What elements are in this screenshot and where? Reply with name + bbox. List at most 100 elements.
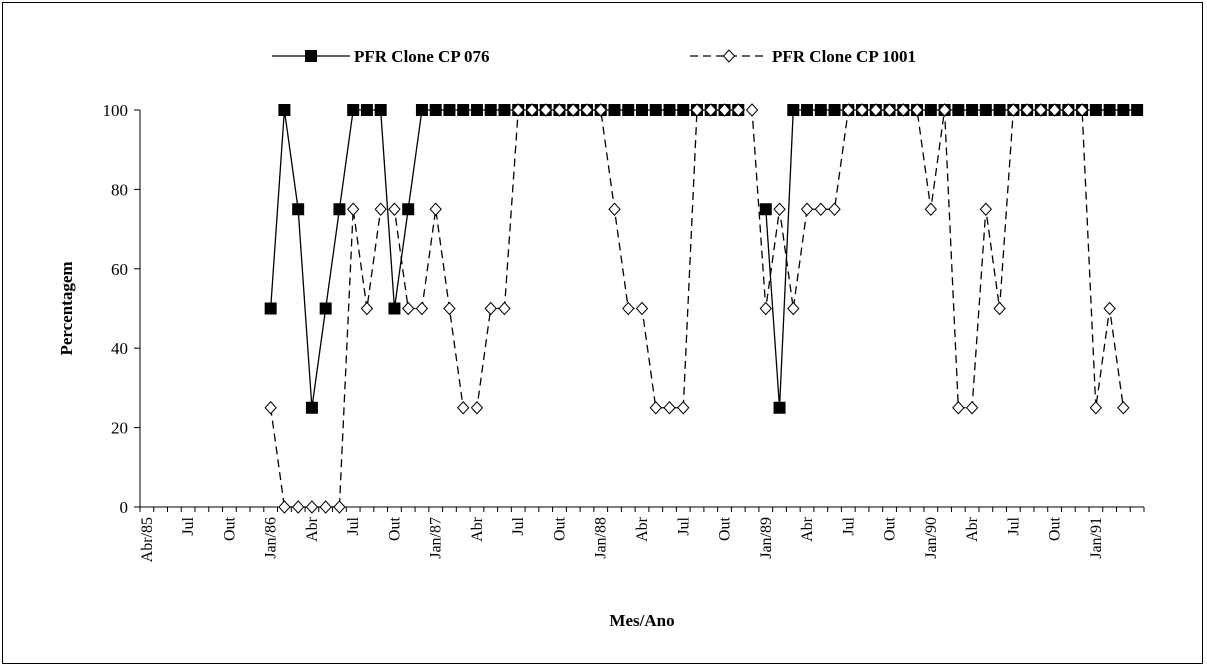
data-point	[388, 202, 401, 216]
data-point	[498, 104, 511, 116]
data-point	[443, 104, 456, 116]
legend-label-cp076: PFR Clone CP 076	[354, 47, 490, 66]
data-point	[979, 202, 993, 216]
x-tick-label: Jul	[840, 516, 857, 535]
x-tick-label: Jan/90	[923, 517, 940, 559]
data-point	[264, 401, 277, 415]
data-point	[429, 104, 442, 116]
legend-label-cp1001: PFR Clone CP 1001	[772, 47, 916, 66]
series-cp076	[264, 104, 1144, 414]
data-point	[346, 202, 360, 216]
x-tick-label: Jul	[675, 516, 692, 535]
x-axis-label: Mes/Ano	[609, 611, 674, 630]
data-point	[1048, 103, 1061, 117]
x-tick-label: Out	[221, 516, 238, 541]
data-point	[883, 103, 896, 117]
data-point	[470, 104, 483, 116]
data-point	[855, 103, 869, 117]
data-point	[622, 301, 635, 316]
data-point	[704, 103, 717, 117]
data-point	[278, 500, 291, 514]
x-tick-label: Jan/86	[263, 517, 280, 559]
data-point	[539, 103, 552, 117]
data-point	[801, 104, 814, 116]
data-point	[319, 302, 332, 315]
data-point	[966, 104, 979, 116]
data-point	[374, 202, 387, 216]
y-tick-label: 80	[111, 180, 128, 199]
data-point	[924, 104, 937, 116]
data-point	[333, 203, 346, 216]
legend: PFR Clone CP 076 PFR Clone CP 1001	[272, 47, 916, 66]
data-point	[553, 103, 566, 117]
data-point	[305, 401, 318, 414]
data-point	[347, 104, 360, 116]
data-point	[979, 104, 992, 116]
data-point	[787, 301, 800, 316]
series-line	[270, 109, 739, 408]
data-point	[622, 104, 635, 116]
data-point	[814, 104, 827, 116]
data-point	[594, 103, 607, 117]
data-point	[635, 301, 649, 316]
data-point	[938, 103, 951, 117]
legend-marker-cp076	[305, 50, 317, 62]
x-tick-label: Out	[882, 516, 899, 541]
data-point	[649, 104, 662, 116]
data-point	[663, 104, 676, 116]
data-point	[1117, 104, 1130, 116]
data-point	[415, 301, 429, 316]
data-point	[745, 103, 759, 117]
data-point	[759, 203, 772, 216]
x-tick-label: Jan/89	[758, 517, 775, 559]
series-layer	[264, 103, 1144, 514]
data-point	[512, 103, 525, 117]
data-point	[305, 500, 319, 514]
data-point	[842, 103, 855, 117]
legend-item-cp1001: PFR Clone CP 1001	[690, 47, 916, 66]
data-point	[1103, 301, 1116, 316]
data-point	[1062, 103, 1075, 117]
data-point	[869, 103, 882, 117]
data-point	[567, 103, 580, 117]
legend-marker-cp1001	[722, 49, 736, 63]
x-axis-ticks: Abr/85 Jul Out Jan/86 Abr Jul Out Jan/87 Abr Jul O…	[139, 507, 1145, 562]
data-point	[800, 202, 814, 216]
data-point	[924, 202, 938, 216]
data-point	[773, 202, 786, 216]
y-tick-label: 60	[111, 260, 128, 279]
data-point	[677, 401, 690, 415]
x-tick-label: Abr/85	[139, 517, 156, 562]
data-point	[498, 301, 511, 316]
x-tick-label: Jul	[345, 516, 362, 535]
data-point	[759, 301, 772, 316]
x-tick-label: Jan/88	[593, 517, 610, 559]
data-point	[484, 301, 497, 316]
data-point	[732, 103, 745, 117]
x-tick-label: Abr	[469, 516, 486, 542]
data-point	[1034, 103, 1048, 117]
data-point	[1117, 401, 1130, 415]
data-point	[773, 401, 786, 414]
data-point	[663, 401, 676, 415]
data-point	[402, 301, 415, 316]
data-point	[608, 202, 621, 216]
data-point	[292, 203, 305, 216]
x-tick-label: Abr	[304, 516, 321, 542]
x-tick-label: Jul	[180, 516, 197, 535]
data-point	[1020, 103, 1034, 117]
legend-item-cp076: PFR Clone CP 076	[272, 47, 490, 66]
data-point	[580, 103, 594, 117]
data-point	[1131, 104, 1144, 116]
data-point	[429, 202, 442, 216]
data-point	[718, 103, 731, 117]
data-point	[993, 104, 1006, 116]
data-point	[443, 301, 456, 316]
y-tick-label: 40	[111, 339, 128, 358]
x-tick-label: Jan/91	[1088, 517, 1105, 559]
x-tick-label: Jul	[1005, 516, 1022, 535]
data-point	[457, 104, 470, 116]
data-point	[360, 301, 374, 316]
x-tick-label: Out	[1047, 516, 1064, 541]
